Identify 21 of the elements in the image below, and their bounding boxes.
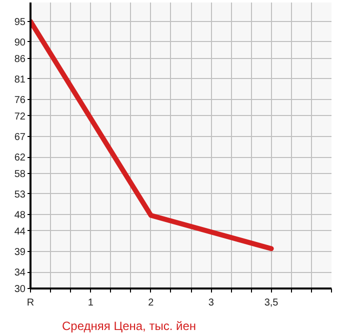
- y-tick-label: 48: [14, 210, 26, 222]
- y-tick-label: 67: [14, 132, 26, 143]
- y-tick-label: 86: [14, 54, 26, 65]
- y-tick-label: 95: [14, 16, 26, 28]
- x-tick-label: 2: [148, 298, 154, 308]
- x-tick-label: 3,5: [264, 298, 279, 308]
- y-tick-label: 76: [14, 94, 26, 106]
- text: Средняя Цена, тыс. йен: [62, 319, 196, 333]
- x-tick-label: R: [26, 298, 34, 308]
- y-tick-label: 62: [14, 152, 26, 164]
- x-tick-label: 3: [208, 298, 214, 308]
- y-tick-label: 39: [14, 247, 26, 258]
- y-tick-label: 81: [14, 74, 26, 86]
- y-tick-label: 44: [14, 226, 26, 238]
- y-tick-label: 58: [14, 168, 26, 180]
- y-tick-label: 90: [14, 37, 26, 48]
- y-tick-label: 72: [14, 111, 26, 122]
- y-tick-label: 30: [14, 284, 26, 295]
- x-tick-label: 1: [88, 298, 94, 308]
- y-tick-label: 53: [14, 189, 26, 200]
- y-tick-label: 34: [14, 268, 26, 279]
